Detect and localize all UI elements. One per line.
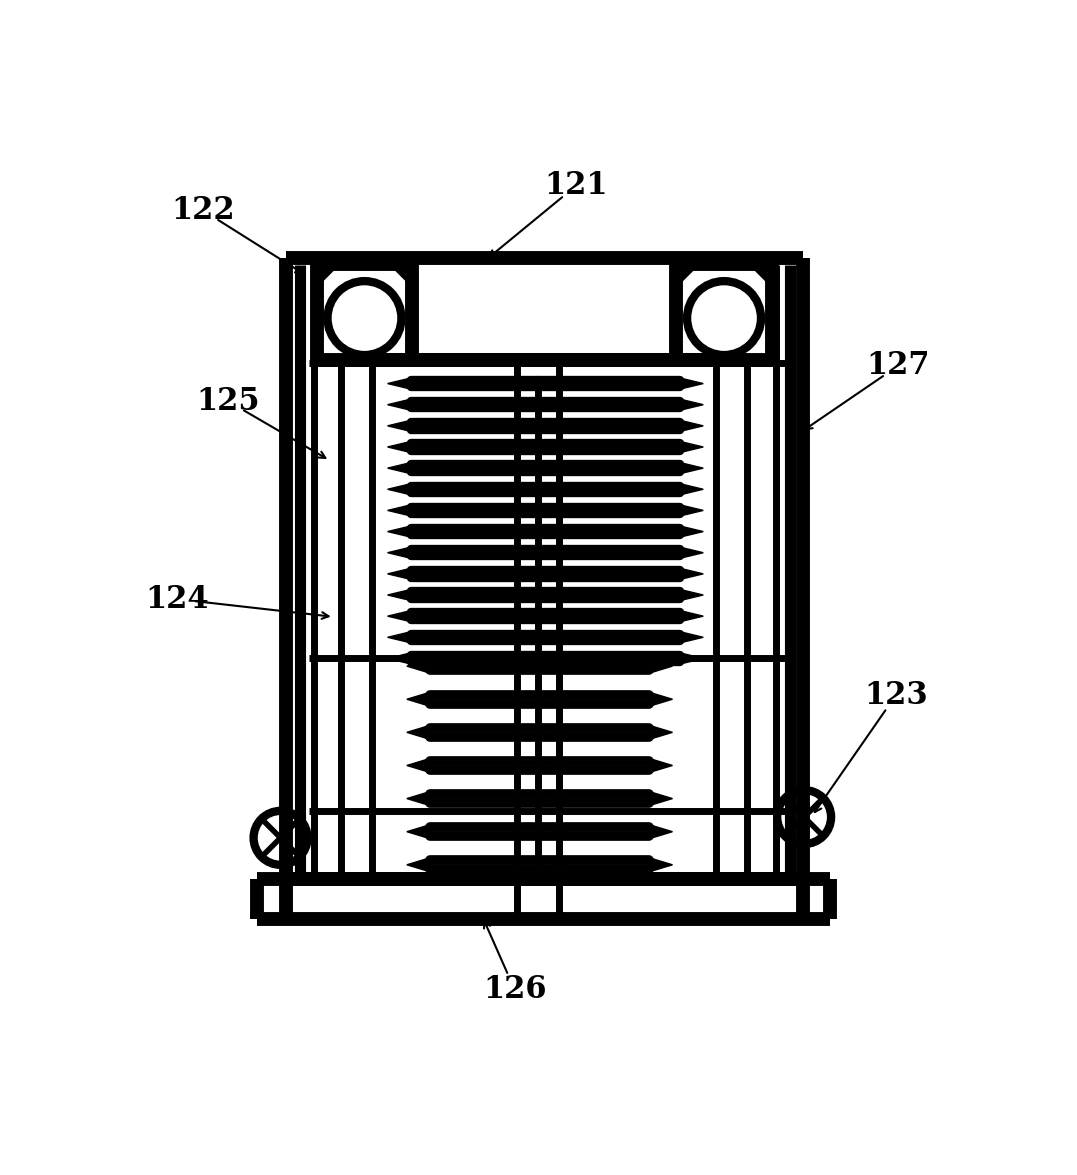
Polygon shape bbox=[681, 653, 703, 664]
Polygon shape bbox=[649, 659, 672, 673]
Polygon shape bbox=[388, 611, 410, 622]
Polygon shape bbox=[388, 548, 410, 558]
Polygon shape bbox=[407, 692, 430, 706]
Polygon shape bbox=[755, 264, 772, 281]
Polygon shape bbox=[388, 463, 410, 474]
Polygon shape bbox=[407, 659, 430, 673]
Text: 124: 124 bbox=[145, 584, 209, 615]
Text: 123: 123 bbox=[864, 680, 927, 711]
Polygon shape bbox=[407, 725, 430, 739]
Polygon shape bbox=[681, 590, 703, 600]
Polygon shape bbox=[681, 526, 703, 537]
Polygon shape bbox=[407, 858, 430, 872]
Polygon shape bbox=[388, 526, 410, 537]
Polygon shape bbox=[649, 792, 672, 806]
Polygon shape bbox=[407, 792, 430, 806]
Polygon shape bbox=[388, 632, 410, 643]
Polygon shape bbox=[388, 590, 410, 600]
Text: 127: 127 bbox=[866, 350, 929, 382]
Polygon shape bbox=[388, 421, 410, 431]
Polygon shape bbox=[681, 463, 703, 474]
Polygon shape bbox=[388, 653, 410, 664]
Polygon shape bbox=[681, 421, 703, 431]
Polygon shape bbox=[388, 484, 410, 495]
Polygon shape bbox=[649, 759, 672, 772]
Polygon shape bbox=[395, 264, 412, 281]
Polygon shape bbox=[676, 264, 694, 281]
Polygon shape bbox=[388, 505, 410, 516]
Polygon shape bbox=[681, 632, 703, 643]
Polygon shape bbox=[681, 378, 703, 389]
Polygon shape bbox=[681, 400, 703, 410]
Polygon shape bbox=[317, 264, 334, 281]
Text: 126: 126 bbox=[482, 974, 546, 1005]
Polygon shape bbox=[681, 484, 703, 495]
Polygon shape bbox=[681, 505, 703, 516]
Text: 125: 125 bbox=[196, 385, 260, 417]
Text: 121: 121 bbox=[545, 170, 609, 201]
Polygon shape bbox=[681, 611, 703, 622]
Polygon shape bbox=[649, 725, 672, 739]
Polygon shape bbox=[681, 569, 703, 579]
Polygon shape bbox=[407, 825, 430, 839]
Polygon shape bbox=[649, 825, 672, 839]
Polygon shape bbox=[407, 759, 430, 772]
Polygon shape bbox=[388, 378, 410, 389]
Polygon shape bbox=[649, 692, 672, 706]
Polygon shape bbox=[388, 400, 410, 410]
Polygon shape bbox=[649, 858, 672, 872]
Polygon shape bbox=[681, 548, 703, 558]
Polygon shape bbox=[681, 442, 703, 452]
Text: 122: 122 bbox=[171, 195, 235, 226]
Polygon shape bbox=[388, 442, 410, 452]
Polygon shape bbox=[388, 569, 410, 579]
